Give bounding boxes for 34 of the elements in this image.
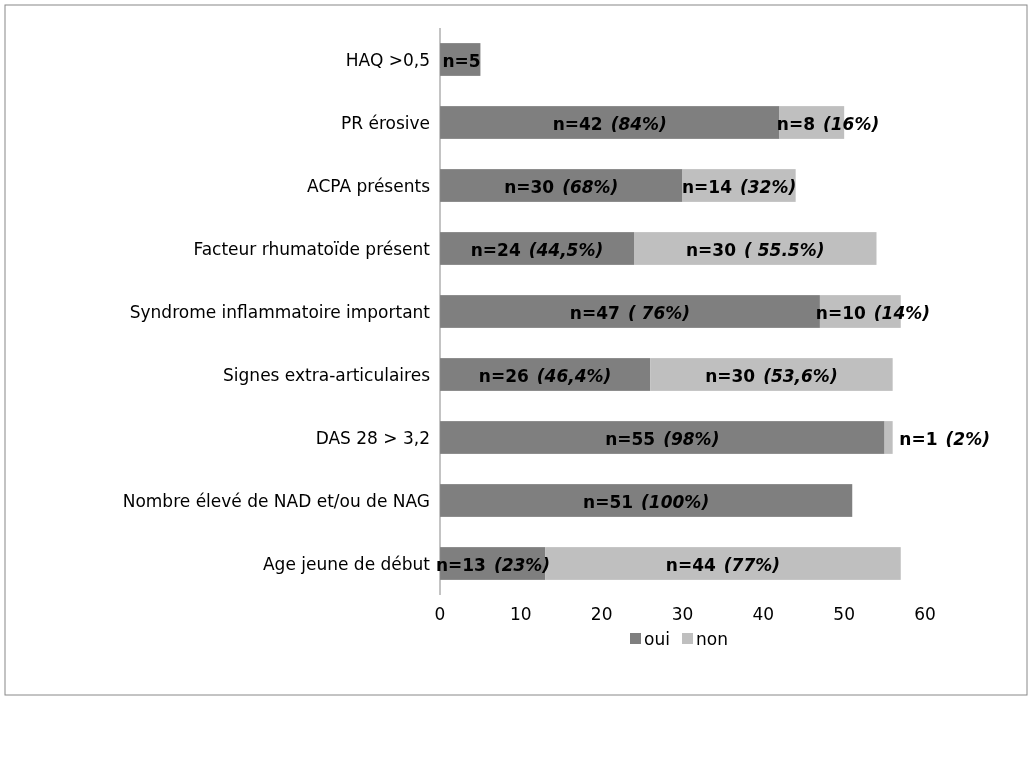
data-label: n=14 (32%) (681, 176, 797, 197)
y-tick-label: PR érosive (340, 112, 430, 133)
x-tick-label: 10 (510, 604, 532, 624)
data-label: n=47 ( 76%) (569, 302, 691, 323)
x-tick-label: 0 (434, 604, 446, 624)
data-label: n=51 (100%) (583, 491, 710, 512)
y-tick-label: DAS 28 > 3,2 (315, 427, 430, 448)
data-label: n=26 (46,4%) (478, 365, 612, 386)
data-label: n=5 (442, 50, 481, 71)
y-tick-label: Signes extra-articulaires (223, 364, 431, 385)
bar (884, 421, 893, 454)
y-tick-label: ACPA présents (307, 175, 431, 196)
x-tick-label: 30 (671, 604, 694, 624)
y-tick-label: Syndrome inflammatoire important (129, 301, 431, 322)
data-label: n=55 (98%) (605, 428, 720, 449)
x-tick-label: 20 (590, 604, 613, 624)
y-tick-label: Nombre élevé de NAD et/ou de NAG (122, 490, 430, 511)
data-label: n=24 (44,5%) (470, 239, 604, 260)
data-label: n=42 (84%) (552, 113, 667, 134)
legend-label: oui (644, 629, 670, 649)
data-label: n=44 (77%) (665, 554, 781, 575)
x-tick-label: 60 (914, 604, 936, 624)
x-tick-label: 50 (833, 604, 855, 624)
data-label: n=8 (16%) (776, 113, 880, 134)
y-tick-label: Facteur rhumatoïde présent (193, 238, 431, 259)
legend-label: non (696, 629, 728, 649)
data-label: n=30 (68%) (504, 176, 619, 197)
y-tick-label: HAQ >0,5 (345, 49, 430, 70)
data-label: n=10 (14%) (815, 302, 931, 323)
x-tick-label: 40 (752, 604, 775, 624)
data-label: n=1 (2%) (899, 428, 990, 449)
y-tick-label: Age jeune de début (262, 553, 431, 574)
data-label: n=30 (53,6%) (705, 365, 838, 386)
data-label: n=30 ( 55.5%) (686, 239, 825, 260)
